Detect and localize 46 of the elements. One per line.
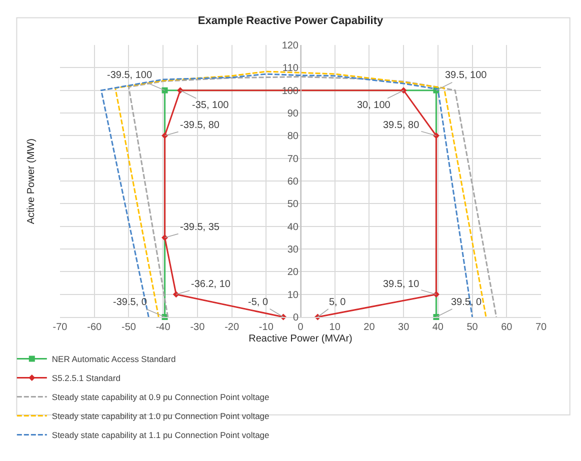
y-axis-title: Active Power (MW) [26, 138, 38, 224]
x-tick-label: -30 [190, 322, 206, 333]
y-tick-label: 20 [287, 267, 299, 278]
legend-label: S5.2.5.1 Standard [52, 373, 121, 384]
x-tick-label: -50 [121, 322, 136, 333]
annotation: -39.5, 100 [107, 70, 152, 81]
annotation: 5, 0 [329, 297, 346, 308]
annotation: 39.5, 10 [383, 279, 420, 290]
x-tick-label: -60 [87, 322, 102, 333]
x-tick-label: -20 [224, 322, 240, 333]
y-tick-label: 70 [287, 154, 299, 165]
y-tick-label: 110 [282, 63, 299, 74]
x-tick-label: 70 [535, 322, 547, 333]
y-tick-label: 50 [287, 199, 299, 210]
y-tick-label: 0 [292, 312, 299, 324]
x-tick-label: 50 [466, 322, 478, 333]
x-tick-label: -40 [156, 322, 171, 333]
annotation: -39.5, 0 [113, 297, 148, 308]
y-tick-label: 80 [287, 131, 299, 142]
y-tick-label: 90 [287, 108, 299, 120]
annotation: 39.5, 100 [445, 70, 488, 81]
x-tick-label: 30 [398, 322, 410, 333]
annotation: 39.5, 80 [383, 120, 420, 131]
x-tick-label: -70 [52, 322, 68, 333]
legend-label: NER Automatic Access Standard [52, 354, 176, 364]
legend-label: Steady state capability at 1.1 pu Connection Point voltage [52, 430, 270, 440]
annotation: -35, 100 [192, 100, 230, 111]
annotation: 30, 100 [357, 100, 391, 111]
x-tick-label: 20 [364, 322, 376, 333]
y-tick-label: 30 [287, 244, 299, 256]
legend-label: Steady state capability at 1.0 pu Connection Point voltage [52, 411, 270, 422]
y-tick-label: 40 [287, 222, 299, 233]
y-tick-label: 60 [287, 176, 299, 188]
y-tick-label: 120 [282, 40, 299, 52]
legend-label: Steady state capability at 0.9 pu Connection Point voltage [52, 392, 270, 402]
chart-title: Example Reactive Power Capability [198, 14, 384, 27]
annotation: -36.2, 10 [191, 279, 231, 290]
x-axis-title: Reactive Power (MVAr) [248, 334, 352, 344]
x-tick-label: 40 [432, 322, 444, 333]
annotation: -39.5, 80 [180, 120, 220, 131]
x-tick-label: 10 [329, 322, 341, 333]
annotation: -5, 0 [248, 297, 268, 308]
x-tick-label: -10 [258, 322, 274, 333]
x-tick-label: 60 [501, 322, 513, 333]
y-tick-label: 10 [287, 290, 299, 301]
annotation: -39.5, 35 [180, 222, 220, 233]
